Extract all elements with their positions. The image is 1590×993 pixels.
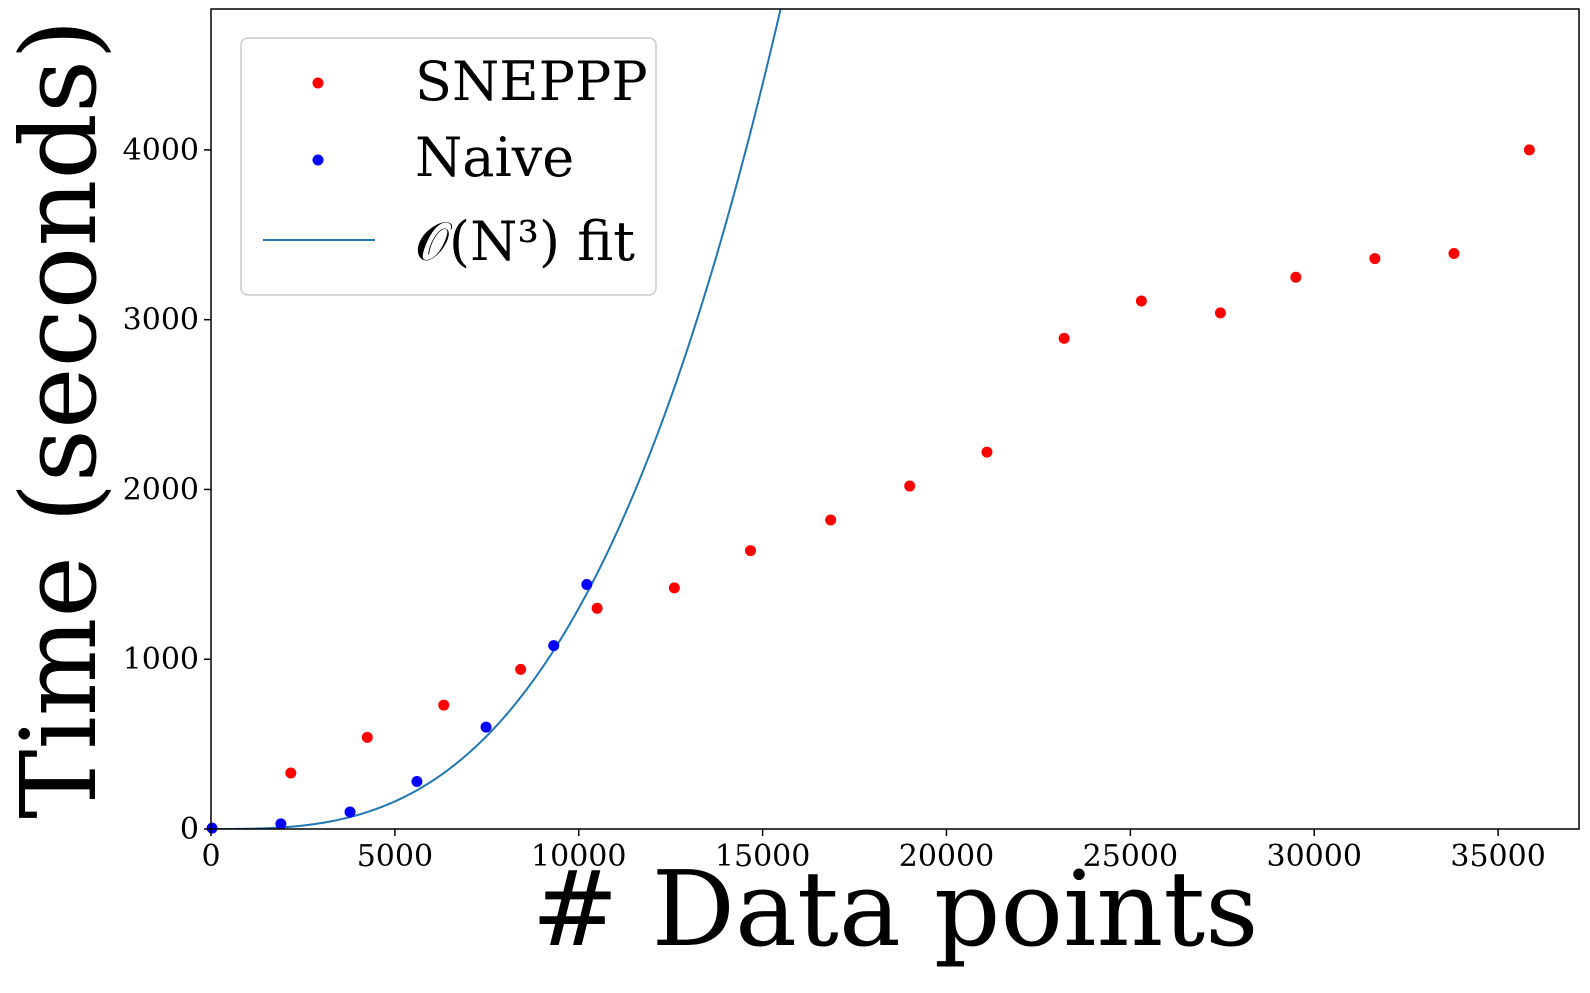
x-tick-label-6: 30000 bbox=[1267, 839, 1362, 874]
x-tick-label-5: 25000 bbox=[1083, 839, 1178, 874]
data-point-naive-2 bbox=[344, 806, 356, 818]
fit-line-layer bbox=[211, 9, 782, 829]
x-tick-label-3: 15000 bbox=[715, 839, 810, 874]
data-point-sneppp-1 bbox=[361, 731, 373, 743]
data-point-naive-4 bbox=[480, 721, 492, 733]
x-tick-label-2: 10000 bbox=[531, 839, 626, 874]
legend-label-naive: Naive bbox=[415, 126, 574, 189]
data-point-naive-0 bbox=[206, 822, 218, 834]
data-point-sneppp-3 bbox=[515, 663, 527, 675]
data-point-sneppp-12 bbox=[1214, 307, 1226, 319]
data-point-sneppp-0 bbox=[285, 767, 297, 779]
data-point-sneppp-2 bbox=[438, 699, 450, 711]
x-tick-label-1: 5000 bbox=[357, 839, 433, 874]
data-point-sneppp-11 bbox=[1135, 295, 1147, 307]
y-axis-title: Time (seconds) bbox=[0, 19, 120, 819]
x-tick-label-0: 0 bbox=[201, 839, 220, 874]
data-point-sneppp-6 bbox=[744, 545, 756, 557]
data-point-naive-3 bbox=[411, 775, 423, 787]
data-point-naive-1 bbox=[275, 818, 287, 830]
data-point-sneppp-16 bbox=[1523, 144, 1535, 156]
x-tick-label-4: 20000 bbox=[899, 839, 994, 874]
legend-label-fit: 𝒪(N³) fit bbox=[415, 210, 635, 273]
y-tick-label-0: 0 bbox=[180, 812, 199, 847]
x-axis-ticks: 0 5000 10000 15000 20000 25000 30000 35000 bbox=[201, 829, 1546, 874]
data-point-sneppp-10 bbox=[1058, 332, 1070, 344]
data-point-sneppp-8 bbox=[904, 480, 916, 492]
legend-marker-sneppp bbox=[312, 77, 324, 89]
legend-box bbox=[240, 37, 657, 296]
data-point-sneppp-13 bbox=[1290, 271, 1302, 283]
data-point-naive-5 bbox=[548, 640, 560, 652]
x-tick-label-7: 35000 bbox=[1450, 839, 1545, 874]
legend: SNEPPP Naive 𝒪(N³) fit bbox=[240, 37, 657, 296]
legend-marker-naive bbox=[312, 154, 324, 166]
y-tick-label-1: 1000 bbox=[123, 642, 199, 677]
data-point-naive-6 bbox=[581, 579, 593, 591]
data-point-sneppp-7 bbox=[825, 514, 837, 526]
data-point-sneppp-15 bbox=[1448, 247, 1460, 259]
y-tick-label-3: 3000 bbox=[123, 303, 199, 338]
y-axis-ticks: 0 1000 2000 3000 4000 bbox=[123, 133, 211, 847]
data-point-sneppp-14 bbox=[1369, 253, 1381, 265]
data-points-layer bbox=[206, 144, 1535, 834]
data-point-sneppp-5 bbox=[668, 582, 680, 594]
data-point-sneppp-9 bbox=[981, 446, 993, 458]
plot-frame bbox=[210, 8, 1580, 830]
data-point-sneppp-4 bbox=[591, 602, 603, 614]
fit-line bbox=[211, 9, 782, 829]
legend-label-sneppp: SNEPPP bbox=[415, 50, 648, 113]
y-tick-label-2: 2000 bbox=[123, 472, 199, 507]
x-axis-title: # Data points bbox=[531, 848, 1258, 970]
y-tick-label-4: 4000 bbox=[123, 133, 199, 168]
